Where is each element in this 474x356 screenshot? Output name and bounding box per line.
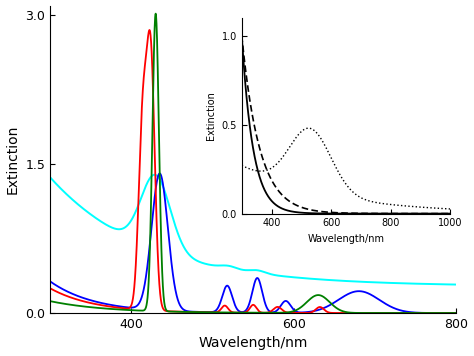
Y-axis label: Extinction: Extinction xyxy=(206,91,216,140)
X-axis label: Wavelength/nm: Wavelength/nm xyxy=(199,336,308,350)
Y-axis label: Extinction: Extinction xyxy=(6,125,19,194)
X-axis label: Wavelength/nm: Wavelength/nm xyxy=(308,234,384,244)
